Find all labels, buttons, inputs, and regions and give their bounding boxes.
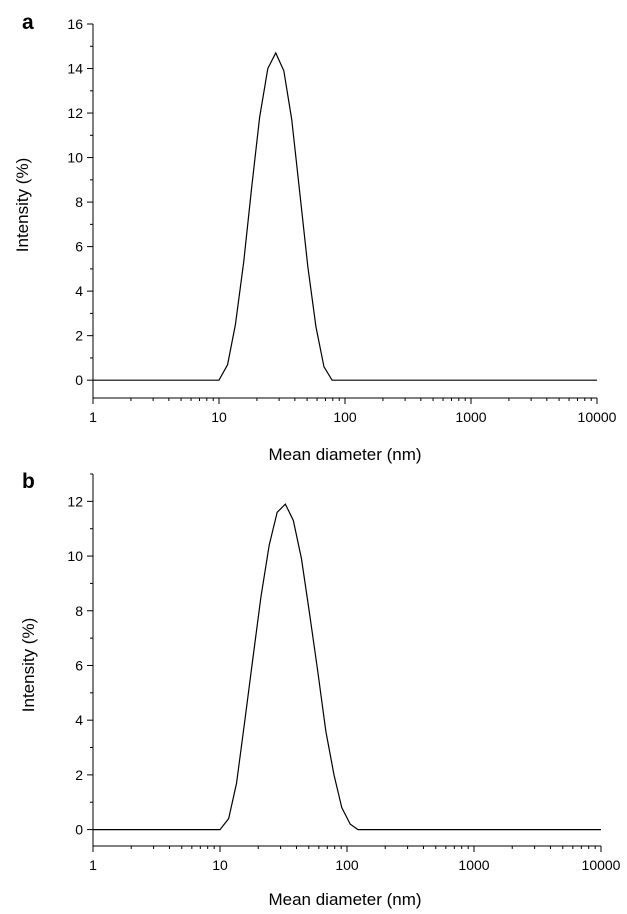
panel-a-y-tick-label: 14: [67, 61, 83, 77]
panel-a-label: a: [22, 11, 34, 34]
panel-a: a Intensity (%) Mean diameter (nm) 0 2 4 6 8…: [13, 11, 617, 464]
panel-b-y-tick-label: 0: [75, 822, 83, 838]
panel-a-x-tick-label: 10000: [578, 409, 617, 425]
panel-a-y-tick-label: 8: [75, 194, 83, 210]
panel-b-x-tick-label: 10000: [582, 857, 621, 873]
panel-b-x-tick-label: 100: [335, 857, 359, 873]
panel-a-x-tick-label: 1: [89, 409, 97, 425]
panel-b-x-tick-label: 1000: [458, 857, 489, 873]
panel-a-y-tick-label: 10: [67, 150, 83, 166]
panel-a-y-tick-label: 12: [67, 105, 83, 121]
panel-b-x-tick-label: 10: [212, 857, 228, 873]
panel-a-x-tick-label: 100: [333, 409, 357, 425]
panel-a-y-tick-label: 16: [67, 16, 83, 32]
panel-b-ylabel: Intensity (%): [19, 618, 38, 712]
panel-b-y-tick-label: 4: [75, 712, 83, 728]
panel-a-x-tick-label: 10: [211, 409, 227, 425]
panel-b-label: b: [22, 470, 35, 493]
panel-b-y-tick-label: 10: [67, 548, 83, 564]
panel-a-y-tick-label: 0: [75, 372, 83, 388]
panel-b-y-tick-label: 12: [67, 493, 83, 509]
panel-a-y-tick-label: 4: [75, 283, 83, 299]
panel-b-y-tick-label: 6: [75, 657, 83, 673]
panel-b-y-tick-label: 2: [75, 767, 83, 783]
panel-a-y-tick-label: 2: [75, 328, 83, 344]
panel-b-y-tick-label: 8: [75, 603, 83, 619]
panel-b-x-tick-label: 1: [89, 857, 97, 873]
panel-b: b Intensity (%) Mean diameter (nm) 0 2 4 6 8…: [19, 470, 621, 909]
panel-a-xlabel: Mean diameter (nm): [268, 445, 421, 464]
panel-a-y-tick-label: 6: [75, 239, 83, 255]
panel-b-xlabel: Mean diameter (nm): [268, 890, 421, 909]
panel-a-distribution-line: [93, 51, 597, 381]
panel-a-ylabel: Intensity (%): [13, 158, 32, 252]
panel-a-x-tick-label: 1000: [455, 409, 486, 425]
panel-b-distribution-line: [93, 503, 601, 831]
